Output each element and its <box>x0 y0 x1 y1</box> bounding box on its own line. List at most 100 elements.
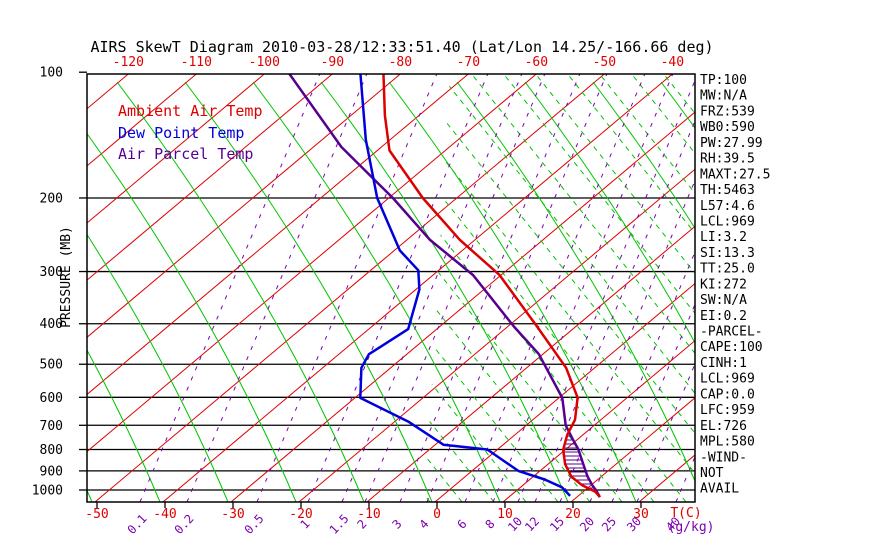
pressure-label: 700 <box>40 419 63 434</box>
stat-line: LCL:969 <box>700 372 755 387</box>
isotherm <box>502 340 695 502</box>
stat-line: EI:0.2 <box>700 309 747 324</box>
isotherm <box>570 397 695 502</box>
pressure-label: 1000 <box>32 484 63 499</box>
stat-line: LI:3.2 <box>700 230 747 245</box>
pressure-label: 800 <box>40 443 63 458</box>
isotherm <box>87 74 537 453</box>
moist-adiabat <box>425 74 695 502</box>
bottom-temperature-labels: -50 -40 -30 -20 -10 0 10 20 30 <box>85 507 649 522</box>
mixing-ratio-line <box>426 74 608 502</box>
stat-line: LCL:969 <box>700 214 755 229</box>
moist-adiabat <box>792 74 870 502</box>
moist-adiabat <box>856 74 870 502</box>
stat-line: CAP:0.0 <box>700 387 755 402</box>
mixing-ratio-line <box>534 119 695 502</box>
legend-parcel: Air Parcel Temp <box>118 145 253 163</box>
isotherm <box>87 74 197 167</box>
isotherm <box>0 74 60 502</box>
moist-adiabat <box>425 74 591 502</box>
parcel-temp-curve <box>287 74 601 498</box>
dry-adiabat <box>116 81 365 502</box>
moist-adiabat <box>439 74 695 502</box>
dry-adiabat <box>388 81 637 502</box>
stat-line: -PARCEL- <box>700 325 763 340</box>
axis-ticks <box>79 71 642 508</box>
bottom-temp-label: -40 <box>153 507 176 522</box>
stat-line: TT:25.0 <box>700 262 755 277</box>
isotherm <box>87 74 265 224</box>
stat-line: -WIND- <box>700 450 747 465</box>
dry-adiabat <box>797 82 870 502</box>
legend-dewpoint: Dew Point Temp <box>118 124 244 142</box>
stat-line: KI:272 <box>700 277 747 292</box>
stat-line: SI:13.3 <box>700 246 755 261</box>
top-temp-label: -80 <box>389 55 412 70</box>
mixing-ratio-line <box>399 74 581 502</box>
top-temperature-labels: -120 -110 -100 -90 -80 -70 -60 -50 -40 <box>113 55 684 70</box>
bottom-temp-label: -50 <box>85 507 108 522</box>
isotherm <box>87 74 469 396</box>
bottom-temp-label: 30 <box>633 507 649 522</box>
stat-line: AVAIL <box>700 482 739 497</box>
pressure-label: 500 <box>40 358 63 373</box>
top-temp-label: -100 <box>249 55 280 70</box>
pressure-label: 300 <box>40 265 63 280</box>
mixing-ratio-line <box>589 250 695 502</box>
top-temp-label: -60 <box>525 55 548 70</box>
stat-line: NOT <box>700 466 724 481</box>
stat-line: L57:4.6 <box>700 199 755 214</box>
moist-adiabat <box>503 74 695 502</box>
pressure-label: 400 <box>40 317 63 332</box>
dry-adiabat <box>87 489 93 502</box>
pressure-label: 900 <box>40 464 63 479</box>
bottom-temp-label: 0 <box>433 507 441 522</box>
stats-panel: TP:100MW:N/AFRZ:539WB0:590PW:27.99RH:39.… <box>700 73 770 497</box>
stat-line: WB0:590 <box>700 120 755 135</box>
dry-adiabat <box>184 81 433 502</box>
ambient-temp-curve <box>382 74 601 498</box>
stat-line: MW:N/A <box>700 89 747 104</box>
mixing-ratio-label: 0.5 <box>242 512 267 537</box>
dry-adiabat <box>87 132 297 502</box>
mixing-ratio-label: 6 <box>454 517 469 532</box>
stat-line: CINH:1 <box>700 356 747 371</box>
dry-adiabat <box>252 81 501 502</box>
mixing-ratio-label: 12 <box>522 514 542 534</box>
dry-adiabat <box>0 82 24 502</box>
mixing-ratio-line <box>256 74 438 502</box>
bottom-temp-label: 10 <box>497 507 513 522</box>
dry-adiabat <box>660 81 695 129</box>
isotherm <box>366 225 695 502</box>
isotherm <box>87 74 333 281</box>
dry-adiabat-lines <box>0 81 870 502</box>
pressure-labels: 100 200 300 400 500 600 700 800 900 1000 <box>32 66 63 499</box>
mixing-ratio-line <box>186 74 368 502</box>
bottom-temp-label: -30 <box>221 507 244 522</box>
top-temp-label: -110 <box>181 55 212 70</box>
dry-adiabat <box>87 349 161 502</box>
mixing-ratio-line <box>341 74 523 502</box>
stat-line: FRZ:539 <box>700 104 755 119</box>
temp-unit-label: T(C) <box>670 506 701 521</box>
dry-adiabat <box>524 81 695 344</box>
mixing-ratio-line <box>611 303 695 502</box>
mixing-ratio-label: 1.5 <box>327 512 352 537</box>
moist-adiabat <box>425 74 559 502</box>
mixing-ratio-line <box>492 74 674 502</box>
mixing-ratio-label: 8 <box>482 517 497 532</box>
mixing-unit-label: (g/kg) <box>668 520 715 535</box>
plot-frame <box>86 73 696 503</box>
top-temp-label: -70 <box>457 55 480 70</box>
stat-line: SW:N/A <box>700 293 747 308</box>
moist-adiabat <box>425 74 687 502</box>
dry-adiabat <box>456 81 695 483</box>
isotherm <box>230 111 695 502</box>
pressure-label: 100 <box>40 66 63 81</box>
mixing-ratio-line <box>559 179 695 502</box>
top-temp-label: -50 <box>593 55 616 70</box>
isobar-lines <box>87 197 695 491</box>
mixing-ratio-label: 0.1 <box>125 512 150 537</box>
sounding-curves <box>287 74 601 498</box>
